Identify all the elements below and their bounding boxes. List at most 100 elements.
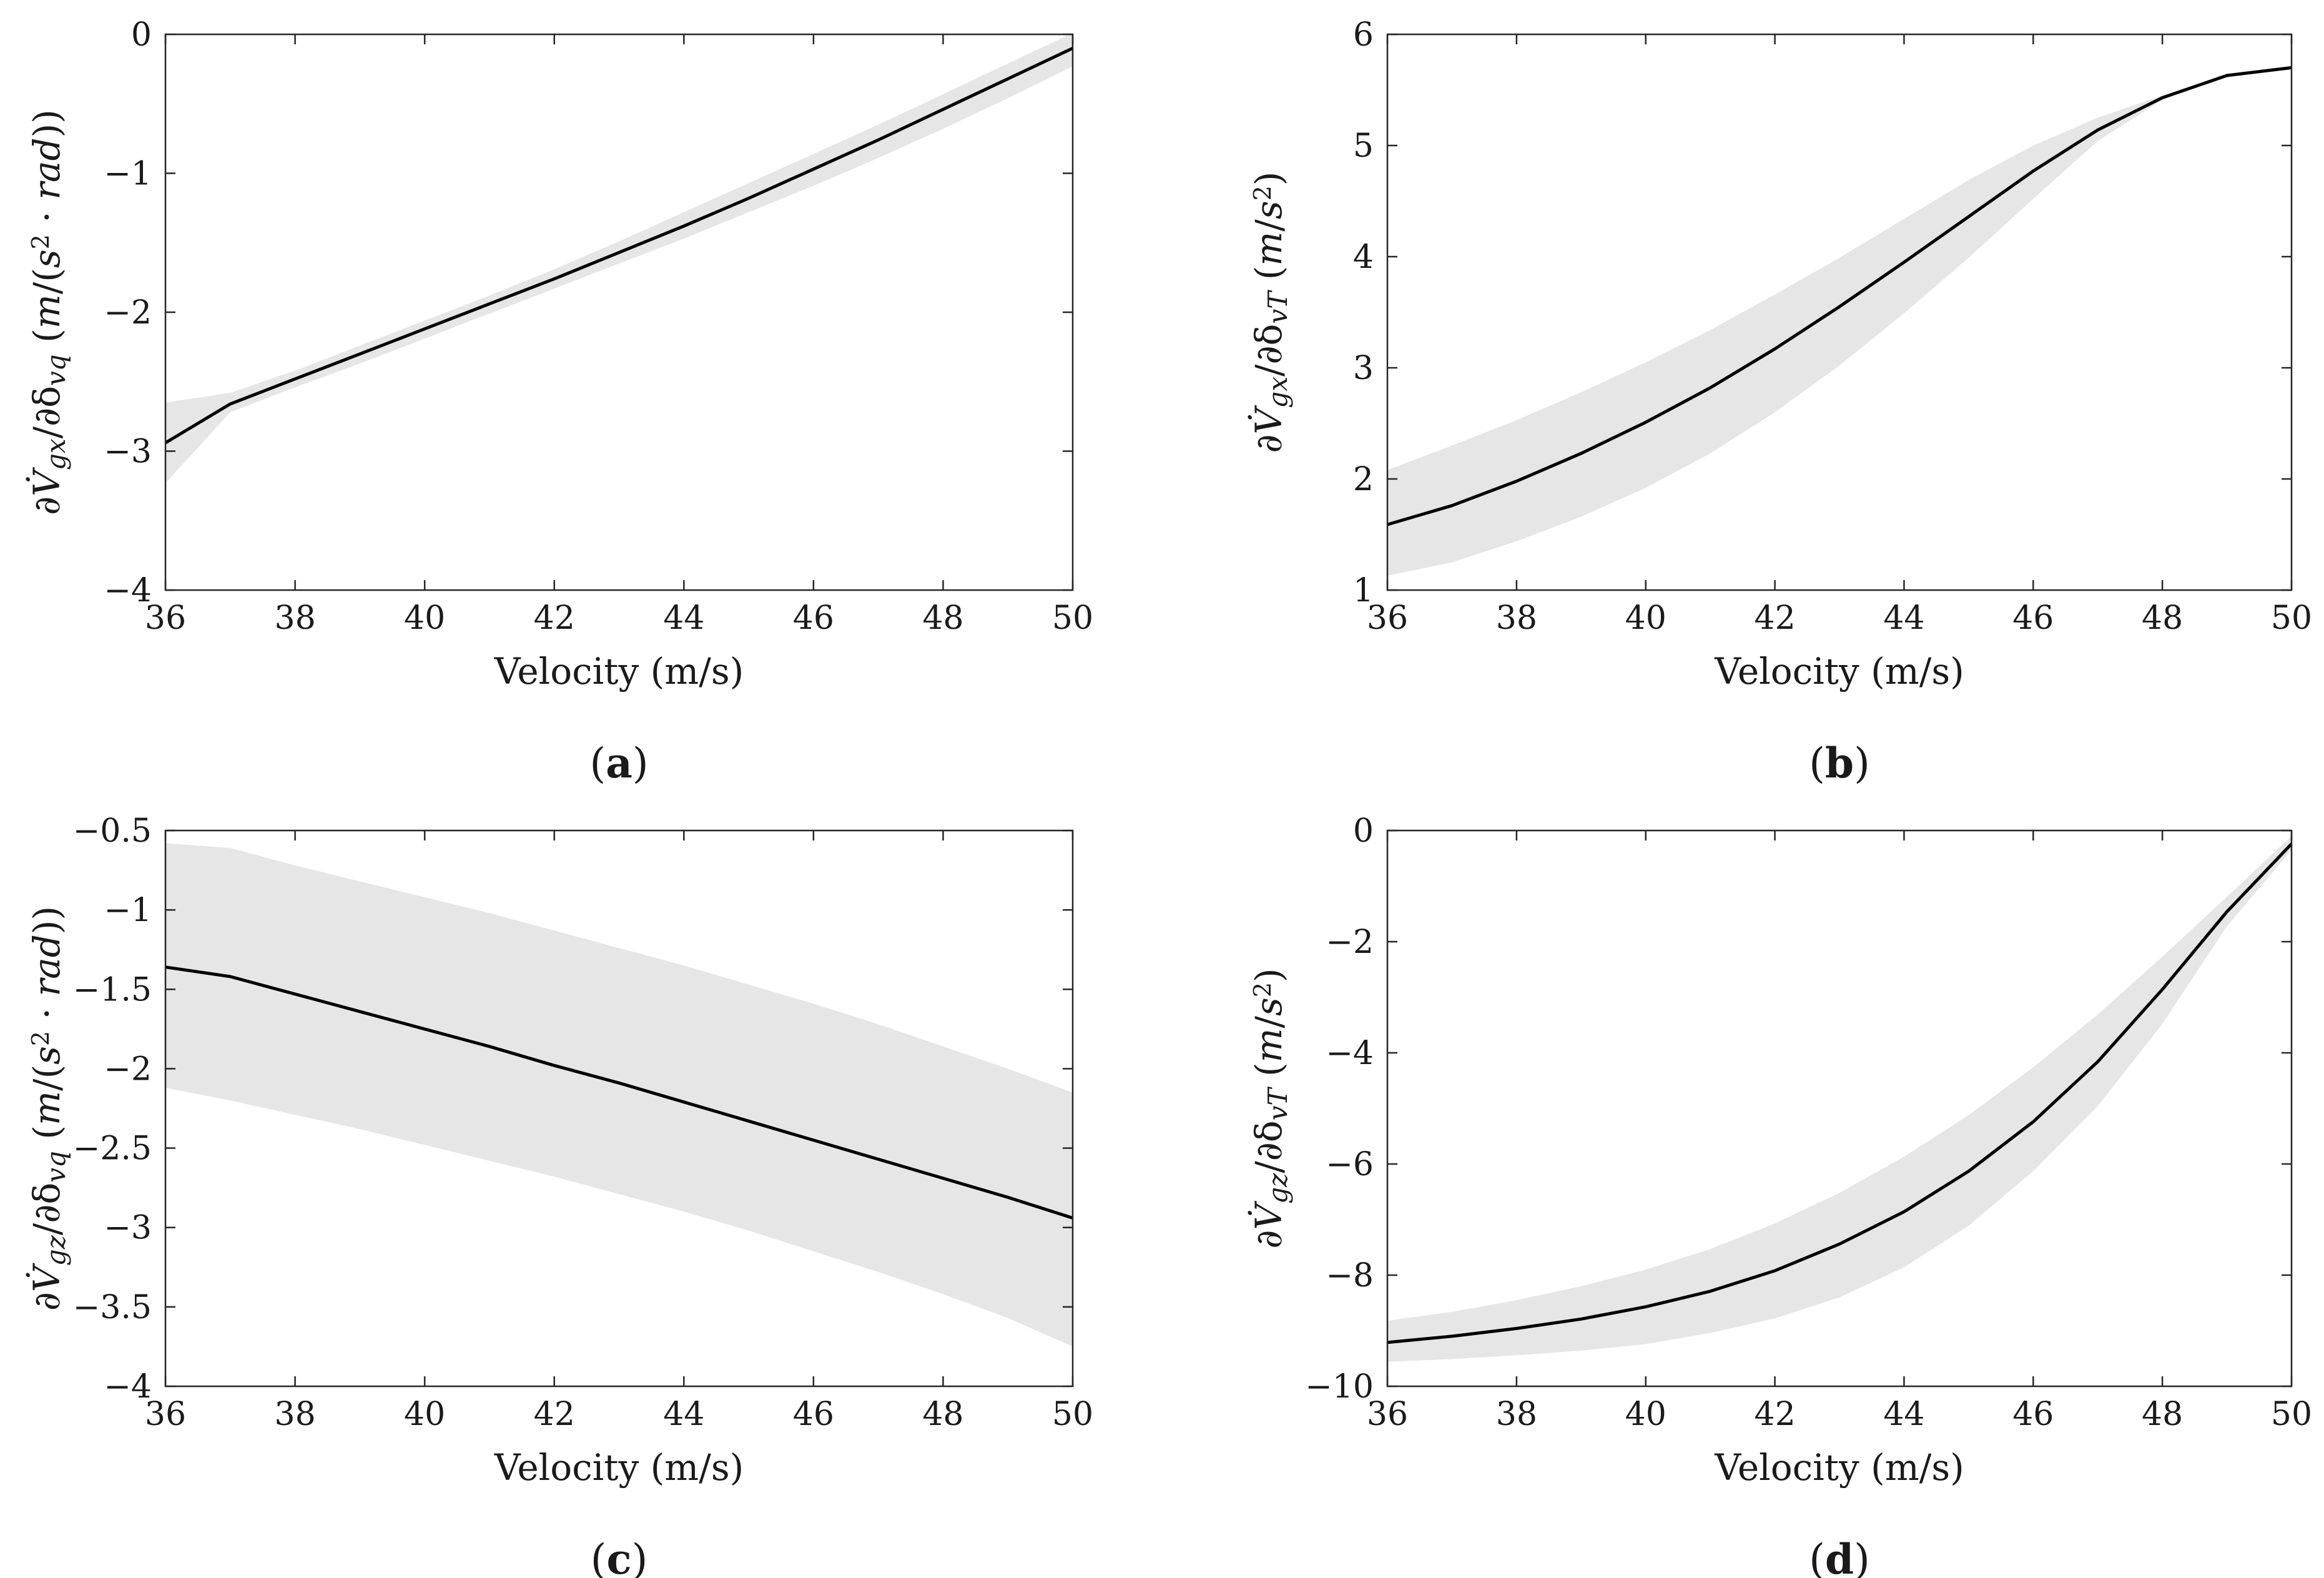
y-axis-label-part: ∂	[1248, 1230, 1290, 1249]
y-tick-label: −4	[104, 572, 152, 609]
y-axis-label-part: s	[1248, 200, 1290, 219]
x-tick-label: 48	[922, 599, 963, 637]
y-tick-label: −3	[104, 433, 152, 471]
panel-caption-c: (c)	[591, 1535, 648, 1578]
mean-line-a	[164, 47, 1074, 445]
y-axis-label-part: 2	[1249, 185, 1276, 200]
x-tick-label: 44	[663, 599, 704, 637]
y-tick-label: −3.5	[73, 1289, 152, 1326]
y-axis-label-part: gz	[41, 1235, 71, 1266]
x-tick-label: 48	[922, 1396, 963, 1433]
y-tick-label: 0	[1353, 812, 1374, 850]
caption-paren: (	[589, 739, 606, 787]
confidence-band-a	[165, 32, 1073, 483]
y-tick-label: 1	[1353, 572, 1374, 609]
y-axis-label-part: m	[1248, 1028, 1290, 1062]
y-axis-label-part: vT	[1263, 1087, 1293, 1121]
y-tick-label: −2	[104, 294, 152, 332]
y-tick-label: −2	[1326, 924, 1374, 961]
y-tick-label: −4	[1326, 1035, 1374, 1072]
y-axis-label-part: s	[26, 1046, 68, 1065]
y-tick-label: 4	[1353, 239, 1374, 276]
y-axis-label-part: ·	[26, 200, 68, 234]
y-tick-label: −3	[104, 1210, 152, 1247]
y-axis-label-part: m	[1248, 232, 1290, 266]
y-tick-label: −6	[1326, 1146, 1374, 1183]
caption-paren: )	[1854, 739, 1870, 787]
y-axis-label-part: V̇	[1248, 405, 1290, 434]
x-tick-label: 38	[1496, 599, 1537, 637]
y-axis-label-part: ∂	[26, 1292, 68, 1311]
y-axis-label-part: gz	[1263, 1173, 1293, 1204]
x-tick-label: 42	[1754, 1396, 1795, 1433]
x-tick-label: 46	[793, 1396, 834, 1433]
x-tick-label: 36	[1367, 1396, 1408, 1433]
caption-paren: )	[1854, 1536, 1870, 1578]
y-axis-label-part: /∂δ	[26, 1183, 68, 1235]
y-axis-label-part: /∂δ	[1248, 1120, 1290, 1173]
confidence-band-b	[1387, 67, 2292, 576]
y-axis-label-part: /(	[26, 1065, 68, 1091]
y-axis-label-part: ))	[26, 109, 68, 137]
x-tick-label: 48	[2142, 599, 2183, 637]
caption-paren: )	[632, 1536, 648, 1578]
panel-d: 36 38 40 42 44 46 48 50 −10 −8 −6 −4 −2 0 Velocity (m/…	[1248, 812, 2312, 1578]
x-tick-label: 38	[274, 1396, 315, 1433]
y-axis-label-part: rad	[26, 137, 68, 199]
y-axis-label-part: gx	[41, 438, 71, 470]
y-axis-label-part: /	[1248, 1015, 1290, 1028]
y-axis-label-part: 2	[27, 234, 54, 249]
y-axis-label-part: V̇	[1248, 1201, 1290, 1230]
y-axis-label-part: rad	[26, 934, 68, 996]
x-tick-label: 44	[1883, 599, 1924, 637]
panel-caption-a: (a)	[589, 739, 648, 787]
y-axis-label: ∂V̇gz/∂δvT (m/s2)	[1248, 968, 1293, 1248]
x-tick-label: 42	[534, 599, 575, 637]
mean-line-d	[1387, 842, 2293, 1344]
y-axis-label-part: ∂	[26, 496, 68, 515]
panel-a: 36 38 40 42 44 46 48 50 −4 −3 −2 −1 0 Velocity (m/s) ∂…	[26, 16, 1093, 787]
y-tick-label: 0	[131, 16, 152, 54]
x-tick-label: 40	[1625, 1396, 1667, 1433]
y-tick-label: −4	[104, 1368, 152, 1406]
x-tick-label: 44	[1883, 1396, 1924, 1433]
axes-frame-d	[1386, 829, 2293, 1388]
y-axis-label-part: )	[1248, 172, 1290, 186]
y-tick-label: −1.5	[73, 971, 152, 1008]
axes-frame-c	[164, 829, 1074, 1388]
y-axis-label: ∂V̇gz/∂δvq (m/(s2 · rad))	[26, 906, 71, 1311]
x-tick-label: 38	[1496, 1396, 1537, 1433]
y-axis-label-part: /(	[26, 268, 68, 294]
y-axis-label-part: m	[26, 294, 68, 328]
panel-c: 36 38 40 42 44 46 48 50 −4 −3.5 −3 −2.5 −2 −1.5 −1 −0.5…	[26, 812, 1093, 1578]
panel-caption-b: (b)	[1809, 739, 1870, 787]
axes-frame-b	[1386, 33, 2293, 591]
y-tick-label: −8	[1326, 1257, 1374, 1294]
x-tick-label: 40	[1625, 599, 1667, 637]
x-tick-label: 42	[534, 1396, 575, 1433]
y-axis-label-part: gx	[1263, 377, 1293, 408]
caption-letter: b	[1825, 739, 1854, 787]
y-tick-label: 3	[1353, 350, 1374, 387]
caption-letter: c	[606, 1535, 631, 1578]
caption-paren: (	[591, 1536, 607, 1578]
y-tick-label: −0.5	[73, 812, 152, 850]
mean-line-b	[1387, 66, 2292, 526]
y-axis-label-part: ))	[26, 906, 68, 934]
y-axis-label-part: /∂δ	[1248, 324, 1290, 377]
x-tick-label: 50	[2271, 599, 2312, 637]
y-axis-label-part: 2	[27, 1031, 54, 1046]
y-axis-label-part: vq	[41, 1151, 71, 1183]
panel-caption-d: (d)	[1809, 1535, 1870, 1578]
y-tick-label: 5	[1353, 127, 1374, 165]
y-tick-label: −2.5	[73, 1130, 152, 1168]
x-axis-label: Velocity (m/s)	[494, 1446, 744, 1489]
y-axis-label-part: m	[26, 1091, 68, 1125]
y-axis-label-part: (	[1248, 266, 1290, 292]
y-tick-label: 2	[1353, 461, 1374, 498]
y-axis-label-part: vq	[41, 354, 71, 386]
confidence-band-d	[1387, 836, 2292, 1362]
y-axis-label-part: (	[26, 328, 68, 354]
caption-paren: (	[1809, 1536, 1825, 1578]
